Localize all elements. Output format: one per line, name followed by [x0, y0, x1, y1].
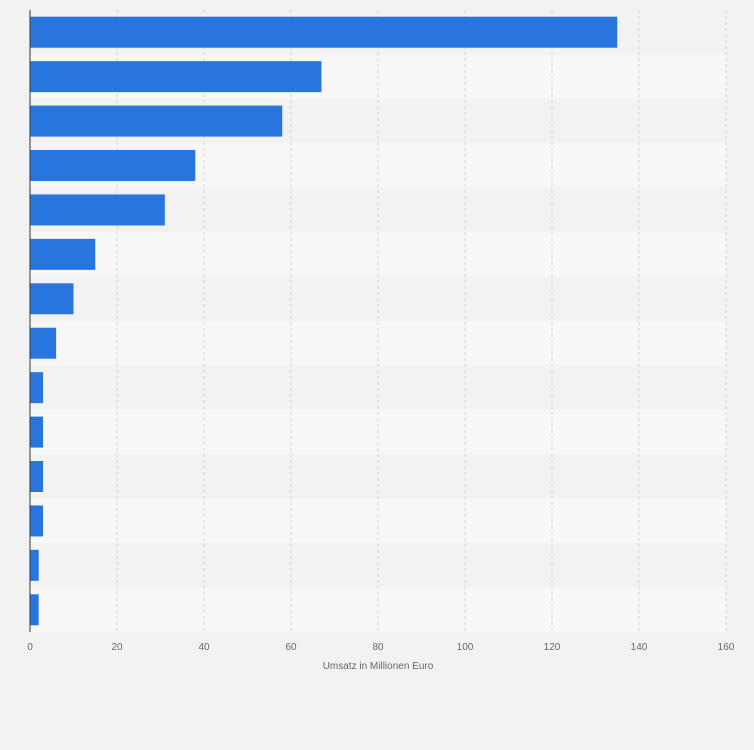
- bar[interactable]: [30, 372, 44, 404]
- x-tick-label: 40: [198, 642, 210, 653]
- bar[interactable]: [30, 283, 74, 315]
- x-tick-label: 80: [372, 642, 384, 653]
- bar[interactable]: [30, 549, 39, 581]
- x-tick-label: 0: [27, 642, 33, 653]
- x-tick-label: 60: [285, 642, 297, 653]
- bar[interactable]: [30, 505, 44, 537]
- x-tick-label: 20: [111, 642, 123, 653]
- bar[interactable]: [30, 461, 44, 492]
- bar[interactable]: [30, 194, 165, 226]
- bar[interactable]: [30, 416, 44, 448]
- x-tick-label: 160: [718, 642, 735, 653]
- x-tick-label: 140: [631, 642, 648, 653]
- bar[interactable]: [30, 16, 618, 48]
- bar[interactable]: [30, 238, 96, 270]
- bar[interactable]: [30, 594, 39, 626]
- x-axis-title: Umsatz in Millionen Euro: [323, 661, 434, 672]
- bar[interactable]: [30, 327, 57, 359]
- bar[interactable]: [30, 150, 196, 181]
- bar[interactable]: [30, 105, 283, 137]
- bar[interactable]: [30, 61, 322, 93]
- x-tick-label: 120: [544, 642, 561, 653]
- x-axis-ticks: 0 20 40 60 80 100 120 140 160: [27, 642, 735, 653]
- bars: [30, 16, 618, 626]
- x-tick-label: 100: [457, 642, 474, 653]
